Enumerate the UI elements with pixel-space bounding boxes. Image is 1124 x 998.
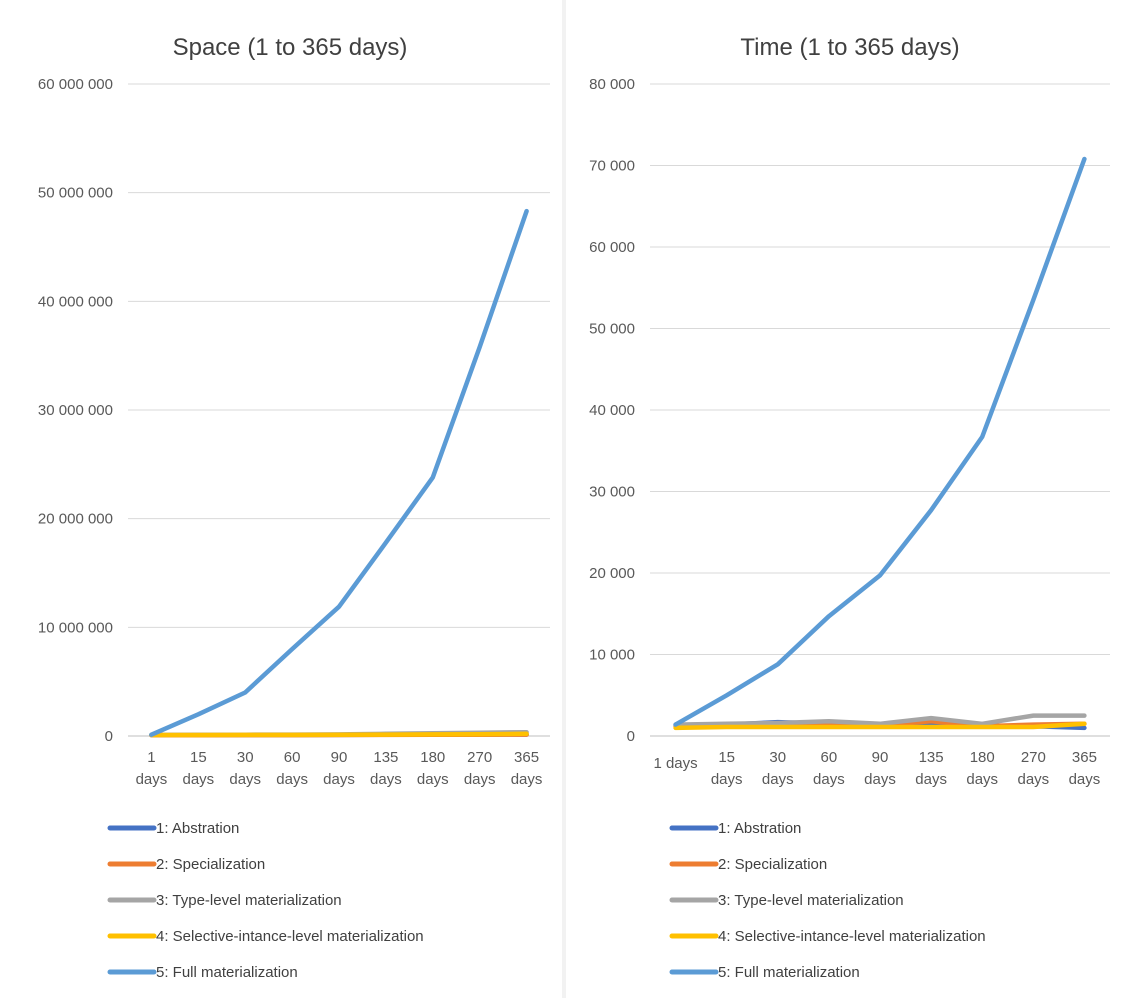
y-tick-label: 10 000 xyxy=(589,647,635,664)
x-tick-label: 135 xyxy=(919,749,944,766)
y-tick-label: 40 000 000 xyxy=(38,293,113,310)
x-tick-label: days xyxy=(813,771,845,788)
x-tick-label: 135 xyxy=(373,749,398,766)
x-tick-label: 30 xyxy=(237,749,254,766)
series-line-5 xyxy=(673,156,1087,727)
legend-label: 4: Selective-intance-level materializati… xyxy=(156,928,424,945)
x-tick-label: days xyxy=(276,771,308,788)
x-tick-label: days xyxy=(966,771,998,788)
series-line-4 xyxy=(673,721,1087,731)
x-tick-label: 270 xyxy=(1021,749,1046,766)
x-tick-label: 365 xyxy=(1072,749,1097,766)
x-tick-label: days xyxy=(711,771,743,788)
legend-label: 3: Type-level materialization xyxy=(718,892,904,909)
y-tick-label: 50 000 000 xyxy=(38,185,113,202)
chart-title: Space (1 to 365 days) xyxy=(173,34,408,61)
y-tick-label: 80 000 xyxy=(589,76,635,93)
space-chart: Space (1 to 365 days) 0 10 000 000 20 000 0… xyxy=(38,34,550,981)
x-tick-label: 15 xyxy=(190,749,207,766)
y-tick-label: 10 000 000 xyxy=(38,619,113,636)
y-tick-label: 30 000 000 xyxy=(38,402,113,419)
legend-label: 5: Full materialization xyxy=(718,964,860,981)
x-tick-label: days xyxy=(915,771,947,788)
x-tick-label: 30 xyxy=(769,749,786,766)
x-tick-label: 15 xyxy=(718,749,735,766)
x-tick-label: days xyxy=(1017,771,1049,788)
y-tick-label: 60 000 xyxy=(589,239,635,256)
x-tick-label: days xyxy=(136,771,168,788)
panel-divider xyxy=(562,0,566,998)
legend-label: 4: Selective-intance-level materializati… xyxy=(718,928,986,945)
time-chart-panel: Time (1 to 365 days) 0 10 000 20 000 30 000 4… xyxy=(566,0,1124,998)
legend-label: 1: Abstration xyxy=(156,820,239,837)
x-tick-label: days xyxy=(417,771,449,788)
x-tick-label: 60 xyxy=(821,749,838,766)
y-tick-label: 60 000 000 xyxy=(38,76,113,93)
x-tick-label: 270 xyxy=(467,749,492,766)
series-line-4 xyxy=(149,731,529,738)
legend-label: 5: Full materialization xyxy=(156,964,298,981)
x-tick-label: 90 xyxy=(331,749,348,766)
y-tick-label: 0 xyxy=(627,728,635,745)
x-tick-label: 1 days xyxy=(653,755,697,772)
x-tick-label: days xyxy=(511,771,543,788)
chart-title: Time (1 to 365 days) xyxy=(740,34,959,61)
x-tick-label: 90 xyxy=(872,749,889,766)
x-tick-label: days xyxy=(864,771,896,788)
y-tick-label: 0 xyxy=(105,728,113,745)
legend-label: 3: Type-level materialization xyxy=(156,892,342,909)
x-tick-label: days xyxy=(182,771,214,788)
x-tick-label: days xyxy=(464,771,496,788)
y-tick-label: 30 000 xyxy=(589,484,635,501)
legend-label: 1: Abstration xyxy=(718,820,801,837)
x-tick-label: 1 xyxy=(147,749,155,766)
x-tick-label: days xyxy=(762,771,794,788)
y-tick-label: 20 000 000 xyxy=(38,511,113,528)
x-tick-label: 365 xyxy=(514,749,539,766)
x-tick-label: 180 xyxy=(420,749,445,766)
x-tick-label: days xyxy=(1069,771,1101,788)
y-tick-label: 40 000 xyxy=(589,402,635,419)
x-tick-label: 60 xyxy=(284,749,301,766)
time-chart: Time (1 to 365 days) 0 10 000 20 000 30 000 4… xyxy=(589,34,1110,981)
series-line-3 xyxy=(673,713,1087,727)
x-tick-label: days xyxy=(323,771,355,788)
y-tick-label: 70 000 xyxy=(589,158,635,175)
series-line-5 xyxy=(149,208,529,737)
y-tick-label: 20 000 xyxy=(589,565,635,582)
x-tick-label: 180 xyxy=(970,749,995,766)
space-chart-panel: Space (1 to 365 days) 0 10 000 000 20 000 0… xyxy=(37,34,550,981)
y-tick-label: 50 000 xyxy=(589,321,635,338)
legend-label: 2: Specialization xyxy=(156,856,265,873)
legend-label: 2: Specialization xyxy=(718,856,827,873)
x-tick-label: days xyxy=(370,771,402,788)
x-tick-label: days xyxy=(229,771,261,788)
